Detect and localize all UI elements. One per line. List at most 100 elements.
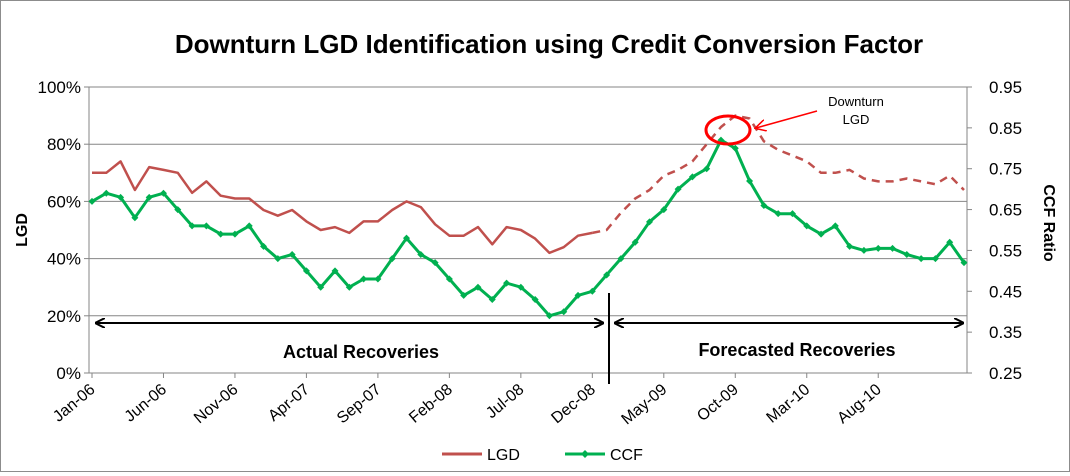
x-tick-label: May-09 [619,381,671,428]
ccf-point [374,275,382,283]
ccf-point [360,275,368,283]
y2-tick-label: 0.45 [989,282,1022,301]
y2-tick-label: 0.95 [989,78,1022,97]
ccf-point [488,295,496,303]
y-axis-label: LGD [14,213,31,247]
actual-recoveries-label: Actual Recoveries [283,342,439,362]
ccf-point [617,255,625,263]
series-group [88,114,968,320]
lgd-actual-line [92,160,593,255]
ccf-point [674,185,682,193]
ccf-point [846,242,854,250]
ccf-point [417,251,425,259]
ccf-point [217,230,225,238]
gridlines [89,86,967,317]
ccf-point [474,283,482,291]
y-tick-label: 40% [47,250,81,269]
ccf-point [460,291,468,299]
downturn-label-line2: LGD [843,112,870,127]
ccf-point [788,210,796,218]
ccf-point [88,197,96,205]
ccf-point [903,251,911,259]
legend-ccf-label: CCF [610,447,643,464]
ccf-point [302,267,310,275]
ccf-point [731,144,739,152]
y2-tick-label: 0.35 [989,323,1022,342]
legend: LGD CCF [442,447,643,464]
ccf-point [288,251,296,259]
downturn-label-line1: Downturn [828,94,884,109]
chart-title: Downturn LGD Identification using Credit… [175,29,923,59]
ccf-point [817,230,825,238]
ccf-point [803,222,811,230]
ccf-point [946,238,954,246]
ccf-point [531,295,539,303]
ccf-point [860,246,868,254]
ccf-point [188,222,196,230]
x-tick-label: Apr-07 [265,381,313,425]
lgd-forecast-line [592,114,965,235]
ccf-point [931,255,939,263]
y-tick-label: 60% [47,192,81,211]
y2-axis-label: CCF Ratio [1040,184,1057,262]
y2-axis-ticks: 0.25 0.35 0.45 0.55 0.65 0.75 0.85 0.95 [967,78,1022,383]
ccf-point [660,206,668,214]
x-tick-label: Aug-10 [834,381,885,427]
legend-lgd-label: LGD [487,447,520,464]
x-tick-label: Jun-06 [122,381,170,426]
ccf-point [917,255,925,263]
ccf-point [746,177,754,185]
ccf-point [646,218,654,226]
y2-tick-label: 0.75 [989,160,1022,179]
x-axis-ticks: Jan-06 Jun-06 Nov-06 Apr-07 Sep-07 Feb-08 Jul-… [50,373,885,428]
y-tick-label: 20% [47,307,81,326]
ccf-point [431,259,439,267]
ccf-point [345,283,353,291]
ccf-point [631,238,639,246]
ccf-point [102,189,110,197]
y-tick-label: 0% [56,364,81,383]
ccf-point [260,242,268,250]
ccf-point [274,255,282,263]
ccf-point [117,193,125,201]
ccf-point [159,189,167,197]
legend-ccf-marker [581,450,589,458]
ccf-line [91,138,966,318]
ccf-point [703,165,711,173]
ccf-point [560,308,568,316]
x-tick-label: Oct-09 [694,381,742,425]
ccf-point [202,222,210,230]
x-tick-label: Mar-10 [764,381,814,427]
ccf-point [245,222,253,230]
x-tick-label: Sep-07 [334,381,385,427]
y-tick-label: 80% [47,135,81,154]
ccf-point [588,287,596,295]
forecasted-recoveries-label: Forecasted Recoveries [698,340,895,360]
y-tick-label: 100% [38,78,81,97]
ccf-point [517,283,525,291]
ccf-point [889,244,897,252]
x-tick-label: Dec-08 [548,381,599,427]
y2-tick-label: 0.85 [989,119,1022,138]
ccf-point [960,259,968,267]
ccf-point [145,193,153,201]
x-tick-label: Feb-08 [406,381,456,427]
ccf-point [688,173,696,181]
ccf-point [831,222,839,230]
ccf-point [874,244,882,252]
x-tick-label: Jan-06 [50,381,98,426]
x-tick-label: Nov-06 [191,381,242,427]
ccf-point [231,230,239,238]
ccf-point [760,201,768,209]
y2-tick-label: 0.55 [989,241,1022,260]
x-tick-label: Jul-08 [483,381,527,422]
ccf-point [774,210,782,218]
ccf-point [445,275,453,283]
ccf-point [388,255,396,263]
downturn-highlight-circle [704,114,752,146]
ccf-point [131,214,139,222]
ccf-point [603,271,611,279]
ccf-point [402,234,410,242]
